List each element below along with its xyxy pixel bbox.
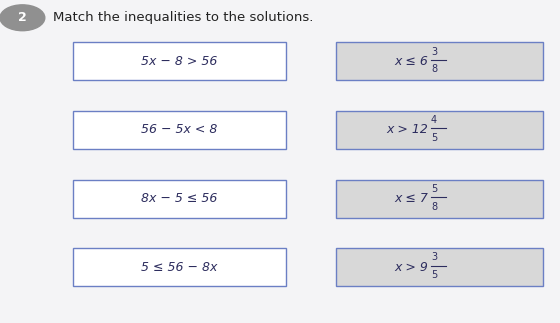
- Text: Match the inequalities to the solutions.: Match the inequalities to the solutions.: [53, 11, 314, 24]
- Text: 4: 4: [431, 115, 437, 125]
- Text: 8: 8: [431, 65, 437, 74]
- FancyBboxPatch shape: [336, 42, 543, 80]
- FancyBboxPatch shape: [73, 180, 286, 218]
- Text: 2: 2: [18, 11, 27, 24]
- Text: 5 ≤ 56 − 8x: 5 ≤ 56 − 8x: [141, 261, 217, 274]
- FancyBboxPatch shape: [336, 180, 543, 218]
- FancyBboxPatch shape: [336, 111, 543, 149]
- FancyBboxPatch shape: [73, 248, 286, 286]
- Text: 5: 5: [431, 270, 437, 280]
- Text: x ≤ 7: x ≤ 7: [395, 192, 428, 205]
- Text: 8x − 5 ≤ 56: 8x − 5 ≤ 56: [141, 192, 217, 205]
- FancyBboxPatch shape: [73, 111, 286, 149]
- Text: 3: 3: [431, 253, 437, 262]
- Text: x > 12: x > 12: [386, 123, 428, 136]
- Text: 5: 5: [431, 184, 437, 194]
- FancyBboxPatch shape: [336, 248, 543, 286]
- Circle shape: [0, 5, 45, 31]
- Text: 3: 3: [431, 47, 437, 57]
- FancyBboxPatch shape: [73, 42, 286, 80]
- Text: 5x − 8 > 56: 5x − 8 > 56: [141, 55, 217, 68]
- Text: 56 − 5x < 8: 56 − 5x < 8: [141, 123, 217, 136]
- Text: x ≤ 6: x ≤ 6: [395, 55, 428, 68]
- Text: 5: 5: [431, 133, 437, 143]
- Text: x > 9: x > 9: [395, 261, 428, 274]
- Text: 8: 8: [431, 202, 437, 212]
